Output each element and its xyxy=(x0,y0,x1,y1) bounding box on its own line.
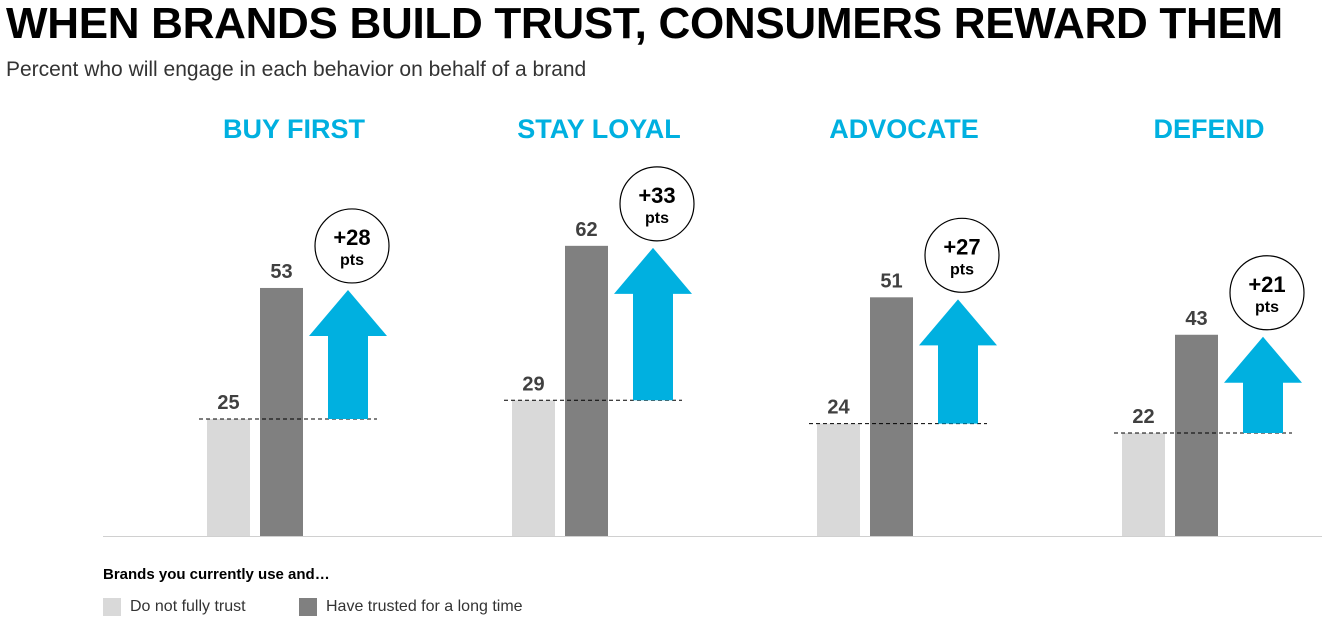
up-arrow-icon-advocate xyxy=(919,299,997,424)
chart-subtitle: Percent who will engage in each behavior… xyxy=(6,58,587,81)
legend-swatch-trusted xyxy=(299,598,317,616)
difference-value-buy-first: +28 xyxy=(333,225,370,250)
difference-unit-advocate: pts xyxy=(950,261,974,278)
legend-item-trusted: Have trusted for a long time xyxy=(299,597,523,617)
value-label-trusted-stay-loyal: 62 xyxy=(575,219,597,241)
category-label-buy-first: BUY FIRST xyxy=(223,114,366,144)
difference-unit-defend: pts xyxy=(1255,299,1279,316)
difference-bubble-stay-loyal xyxy=(619,166,695,242)
bar-trusted-buy-first xyxy=(260,287,303,536)
difference-bubble-advocate xyxy=(924,217,1000,293)
bar-not-trust-stay-loyal xyxy=(512,400,555,536)
difference-unit-buy-first: pts xyxy=(340,252,364,269)
value-label-not-trust-advocate: 24 xyxy=(827,397,850,419)
chart-title: WHEN BRANDS BUILD TRUST, CONSUMERS REWAR… xyxy=(6,0,1283,48)
legend-item-not-trust: Do not fully trust xyxy=(103,597,246,617)
category-label-stay-loyal: STAY LOYAL xyxy=(517,114,681,144)
difference-value-defend: +21 xyxy=(1248,272,1285,297)
difference-bubble-buy-first xyxy=(314,208,390,284)
bar-trusted-advocate xyxy=(870,297,913,536)
value-label-trusted-buy-first: 53 xyxy=(270,261,292,283)
up-arrow-icon-stay-loyal xyxy=(614,247,692,401)
bar-trusted-defend xyxy=(1175,334,1218,536)
difference-value-advocate: +27 xyxy=(943,234,980,259)
legend-label-trusted: Have trusted for a long time xyxy=(326,598,523,615)
value-label-not-trust-defend: 22 xyxy=(1132,406,1154,428)
category-label-advocate: ADVOCATE xyxy=(829,114,979,144)
value-label-trusted-advocate: 51 xyxy=(880,270,902,292)
up-arrow-icon-buy-first xyxy=(309,289,387,419)
legend-title: Brands you currently use and… xyxy=(103,566,330,583)
difference-unit-stay-loyal: pts xyxy=(645,210,669,227)
bar-trusted-stay-loyal xyxy=(565,245,608,536)
bar-not-trust-defend xyxy=(1122,433,1165,536)
category-label-defend: DEFEND xyxy=(1153,114,1264,144)
difference-value-stay-loyal: +33 xyxy=(638,183,675,208)
up-arrow-icon-defend xyxy=(1224,336,1302,434)
legend-label-not-trust: Do not fully trust xyxy=(130,598,246,615)
difference-bubble-defend xyxy=(1229,255,1305,331)
legend-swatch-not-trust xyxy=(103,598,121,616)
value-label-not-trust-buy-first: 25 xyxy=(217,392,239,414)
value-label-trusted-defend: 43 xyxy=(1185,308,1207,330)
bar-not-trust-buy-first xyxy=(207,419,250,536)
bar-not-trust-advocate xyxy=(817,423,860,536)
value-label-not-trust-stay-loyal: 29 xyxy=(522,373,544,395)
